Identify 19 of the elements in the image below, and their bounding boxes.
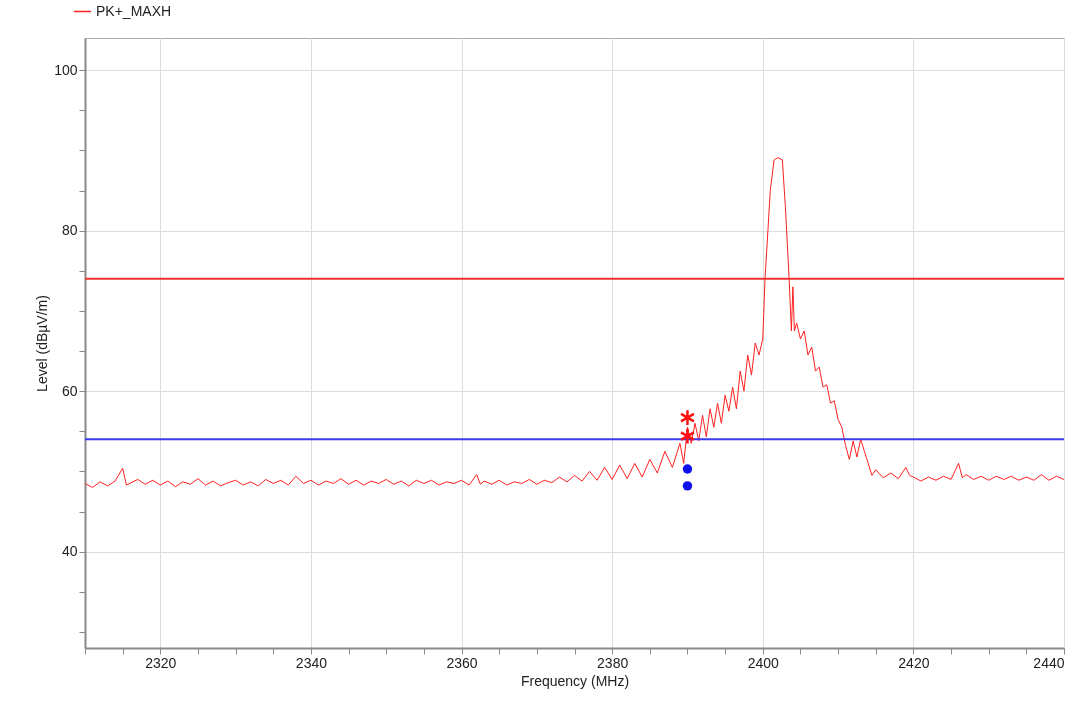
y-tick-label: 40 bbox=[61, 543, 78, 560]
y-tick-label: 60 bbox=[61, 382, 78, 399]
y-axis-title: Level (dBµV/m) bbox=[34, 295, 51, 392]
x-tick-label: 2380 bbox=[597, 654, 629, 671]
point bbox=[679, 408, 696, 427]
point bbox=[682, 464, 693, 474]
x-tick-label: 2420 bbox=[898, 654, 930, 671]
legend-label: PK+_MAXH bbox=[96, 2, 172, 19]
x-tick-label: 2400 bbox=[747, 654, 780, 671]
x-tick-label: 2440 bbox=[1033, 654, 1065, 671]
x-tick-label: 2360 bbox=[446, 654, 478, 671]
line-series bbox=[84, 157, 1065, 488]
x-tick-label: 2340 bbox=[295, 654, 328, 671]
x-axis-title: Frequency (MHz) bbox=[520, 672, 630, 689]
y-tick-label: 100 bbox=[54, 61, 78, 78]
point bbox=[679, 427, 696, 445]
y-tick-label: 80 bbox=[61, 222, 78, 239]
x-tick-label: 2320 bbox=[145, 654, 177, 671]
point bbox=[682, 481, 693, 491]
